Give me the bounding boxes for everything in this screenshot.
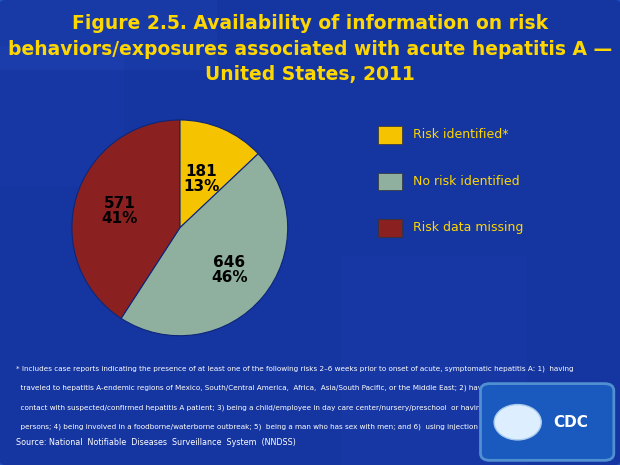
Text: * Includes case reports indicating the presence of at least one of the following: * Includes case reports indicating the p… — [16, 365, 573, 372]
Polygon shape — [0, 46, 124, 186]
Circle shape — [494, 405, 541, 440]
Text: 46%: 46% — [211, 271, 248, 286]
Text: 571: 571 — [104, 196, 136, 211]
Text: No risk identified: No risk identified — [413, 175, 520, 188]
Text: Figure 2.5. Availability of information on risk
behaviors/exposures associated w: Figure 2.5. Availability of information … — [8, 14, 612, 85]
Polygon shape — [0, 0, 217, 70]
Text: traveled to hepatitis A-endemic regions of Mexico, South/Central America,  Afric: traveled to hepatitis A-endemic regions … — [16, 385, 589, 391]
Text: 13%: 13% — [183, 179, 219, 194]
Text: Risk data missing: Risk data missing — [413, 221, 523, 234]
FancyBboxPatch shape — [378, 173, 402, 190]
FancyBboxPatch shape — [378, 126, 402, 144]
Wedge shape — [121, 154, 288, 336]
FancyBboxPatch shape — [480, 384, 614, 460]
Text: 181: 181 — [185, 164, 217, 179]
Text: 646: 646 — [213, 255, 246, 270]
Text: contact with suspected/confirmed hepatitis A patient; 3) being a child/employee : contact with suspected/confirmed hepatit… — [16, 404, 566, 411]
Text: CDC: CDC — [553, 415, 588, 430]
Wedge shape — [180, 120, 258, 228]
Text: Source: National  Notifiable  Diseases  Surveillance  System  (NNDSS): Source: National Notifiable Diseases Sur… — [16, 438, 295, 447]
Text: persons; 4) being involved in a foodborne/waterborne outbreak; 5)  being a man w: persons; 4) being involved in a foodborn… — [16, 424, 502, 430]
Wedge shape — [72, 120, 180, 319]
FancyBboxPatch shape — [378, 219, 402, 237]
Text: 41%: 41% — [102, 211, 138, 226]
Polygon shape — [341, 256, 527, 465]
Text: Risk identified*: Risk identified* — [413, 128, 508, 141]
